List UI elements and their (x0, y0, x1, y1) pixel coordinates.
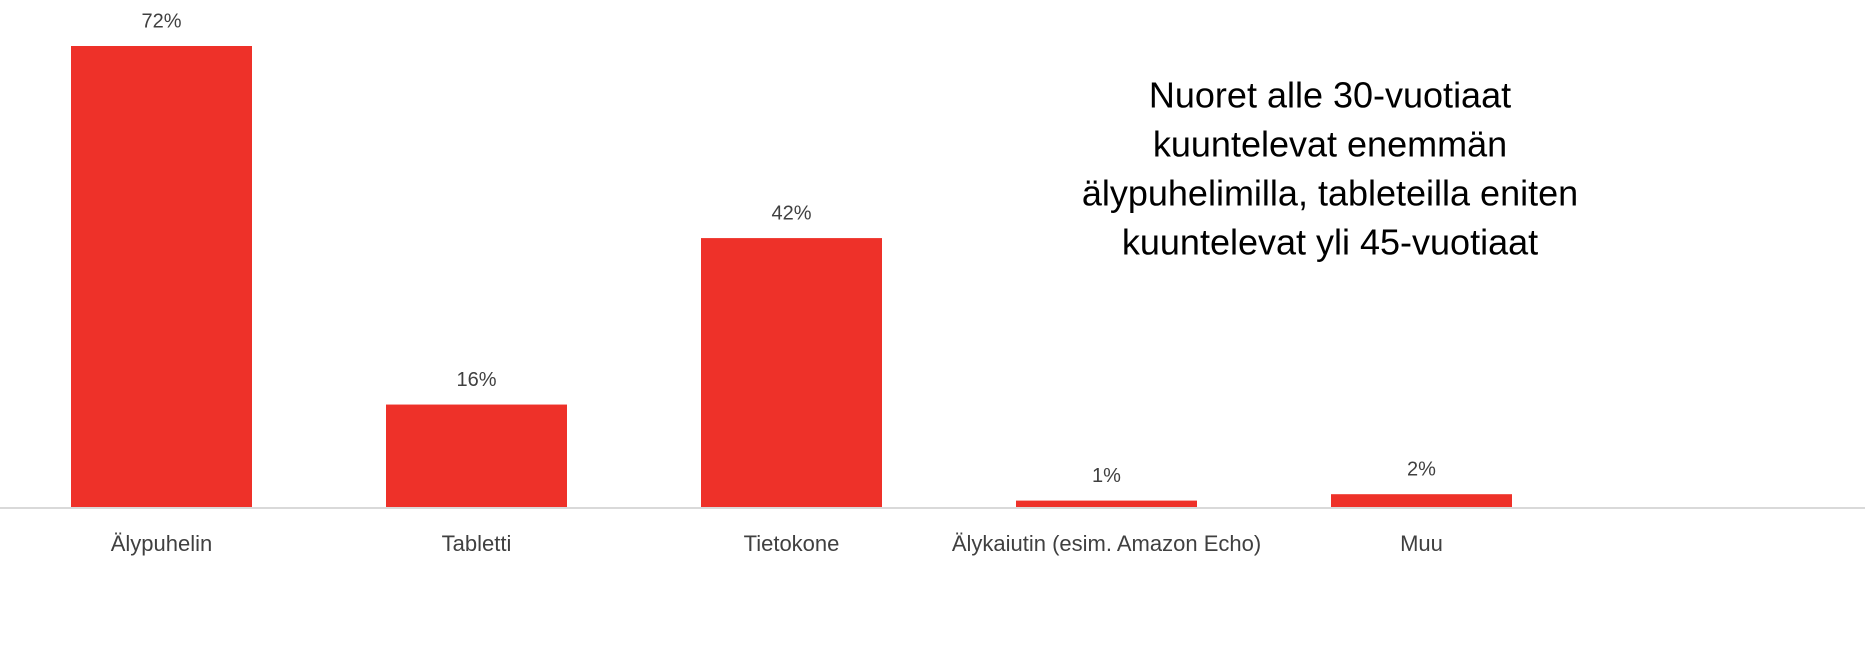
x-tick-label: Tabletti (442, 531, 512, 556)
x-tick-label: Muu (1400, 531, 1443, 556)
bar (386, 404, 567, 507)
data-label: 1% (1092, 465, 1121, 487)
annotation: kuuntelevat yli 45-vuotiaat (1122, 222, 1538, 263)
bar (1331, 494, 1512, 507)
annotation: kuuntelevat enemmän (1153, 124, 1507, 165)
data-label: 72% (141, 10, 181, 32)
bar (71, 46, 252, 507)
bar (1016, 500, 1197, 507)
annotation: älypuhelimilla, tableteilla eniten (1082, 173, 1578, 214)
data-label: 42% (771, 202, 811, 224)
data-label: 2% (1407, 458, 1436, 480)
bar (701, 238, 882, 508)
x-tick-label: Tietokone (744, 531, 840, 556)
x-tick-label: Älykaiutin (esim. Amazon Echo) (952, 531, 1261, 556)
data-label: 16% (456, 369, 496, 391)
annotation: Nuoret alle 30-vuotiaat (1149, 75, 1511, 116)
x-tick-label: Älypuhelin (111, 531, 213, 556)
